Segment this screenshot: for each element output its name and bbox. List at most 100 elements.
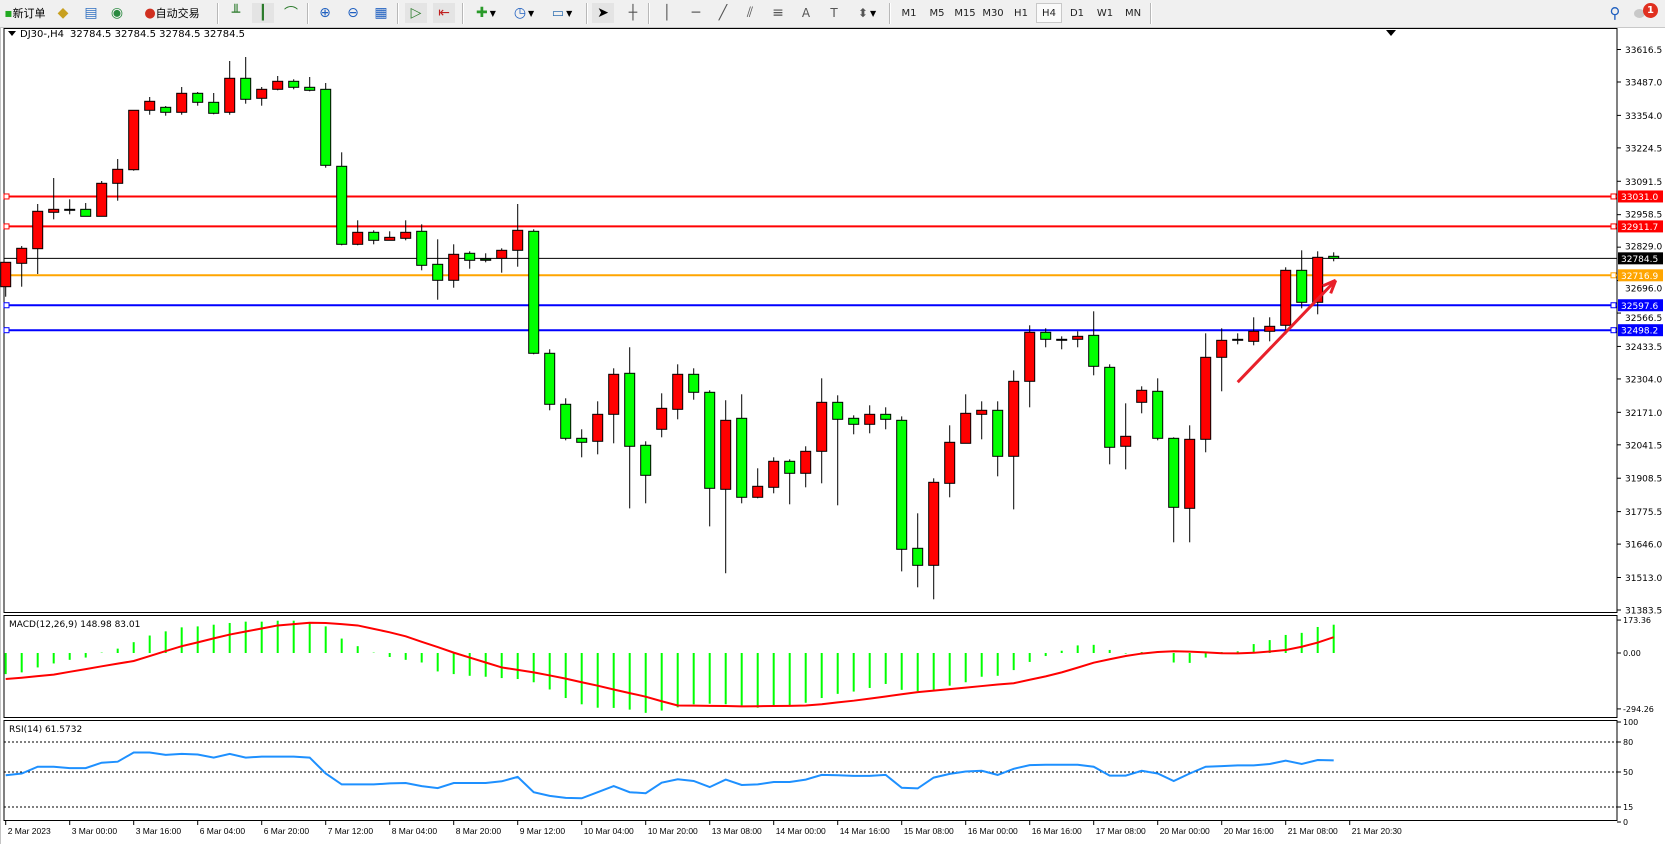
chart-canvas[interactable]: 33616.5 33487.0 33354.0 33224.5 33091.5 32958… [0,28,1665,844]
tile-windows-icon[interactable]: ▦ [374,5,388,21]
timeframe-m5-button[interactable]: M5 [929,7,945,19]
candle [928,478,940,600]
timeframe-d1-button[interactable]: D1 [1069,7,1085,19]
candle [1040,328,1052,348]
fibonacci-icon[interactable]: ≡ [772,5,784,21]
candle-body [304,86,316,91]
candle-body [1136,389,1148,403]
price-axis-label: 33091.5 [1625,178,1662,188]
indicators-button[interactable]: ✚ ▼ [470,3,502,23]
candle [736,394,748,504]
candle-body [368,231,380,241]
candle [1008,370,1020,510]
equidistant-channel-icon[interactable]: ⫽ [746,5,754,21]
timeframe-m30-button[interactable]: M30 [982,7,1004,19]
candle [768,457,780,494]
toolbar: ▪ 新订单 ◆ ▤ ◉ ● 自动交易 ╨ ┃ ⌒ ⊕ ⊖ ▦ ▷ ⇤ ✚ ▼ ◷ ▼ ▭… [0,0,1665,28]
rsi-axis-label: 80 [1623,738,1633,747]
candle [368,230,380,245]
gold-icon[interactable]: ◆ [57,5,69,21]
line-handle-right[interactable] [1610,223,1617,230]
chart-window[interactable]: 33616.5 33487.0 33354.0 33224.5 33091.5 32958… [0,28,1665,844]
candle-body [1200,356,1212,440]
horizontal-line-icon[interactable]: ─ [691,5,701,21]
candle [16,246,28,287]
new-order-button[interactable]: ▪ 新订单 [4,6,46,20]
auto-scroll-icon[interactable]: ▷ [405,3,427,23]
candle [784,459,796,505]
trendline-icon[interactable]: ╱ [718,5,728,21]
candle [640,441,652,504]
search-icon[interactable]: ⚲ [1609,4,1621,22]
candle-body [480,258,492,261]
zoom-out-icon[interactable]: ⊖ [347,5,359,21]
candlestick-icon[interactable]: ┃ [252,3,274,23]
separator [889,3,891,24]
candle-body [144,100,156,111]
timeframe-m15-button[interactable]: M15 [954,7,976,19]
price-axis-label: 31513.0 [1625,574,1662,584]
notification-button[interactable]: 1 [1632,3,1660,23]
timeframe-w1-button[interactable]: W1 [1096,7,1114,19]
line-handle-left[interactable] [3,223,10,230]
candle [512,203,524,267]
line-handle-right[interactable] [1610,327,1617,334]
line-handle-left[interactable] [3,327,10,334]
line-chart-icon[interactable]: ⌒ [284,6,298,22]
cursor-icon[interactable]: ➤ [592,3,614,23]
candle-body [512,229,524,251]
timeframe-h4-button[interactable]: H4 [1036,3,1062,23]
bar-chart-icon[interactable]: ╨ [231,5,241,21]
text-icon[interactable]: A [801,6,811,20]
timeframe-m1-button[interactable]: M1 [901,7,917,19]
timeframe-mn-button[interactable]: MN [1124,7,1142,19]
candle-body [256,88,268,99]
zoom-in-icon[interactable]: ⊕ [319,5,331,21]
chart-shift-icon[interactable]: ⇤ [433,3,455,23]
time-axis-label: 6 Mar 04:00 [200,826,246,836]
price-line-label-box [1618,220,1663,233]
candle [240,57,252,104]
line-handle-right[interactable] [1610,272,1617,279]
arrows-button[interactable]: ⬍ ▼ [852,3,882,23]
line-handle-right[interactable] [1610,193,1617,200]
price-axis-label: 31775.5 [1625,508,1662,518]
chart-shift-marker-icon[interactable] [1386,30,1396,36]
chart-menu-triangle-icon[interactable] [8,31,16,36]
candle [688,368,700,400]
rsi-panel [3,720,1618,821]
crosshair-icon[interactable]: ┼ [628,5,638,21]
vertical-line-icon[interactable]: │ [662,5,672,21]
chevron-down-icon: ▼ [566,8,573,18]
candle [1056,336,1068,350]
data-window-icon[interactable]: ▤ [84,5,98,21]
time-axis-label: 17 Mar 08:00 [1096,826,1146,836]
candle-body [560,403,572,439]
candle-body [848,417,860,425]
templates-button[interactable]: ▭ ▼ [546,3,578,23]
auto-trading-button[interactable]: ● 自动交易 [144,5,200,21]
line-handle-left[interactable] [3,302,10,309]
price-axis-label: 33224.5 [1625,144,1662,154]
line-handle-right[interactable] [1610,302,1617,309]
candle [1248,317,1260,346]
candle-body [32,210,44,250]
signal-icon[interactable]: ◉ [110,5,124,21]
text-label-icon[interactable]: T [830,6,838,20]
candle [1136,386,1148,414]
rsi-axis-label: 0 [1623,818,1628,827]
candle [560,398,572,441]
candle-body [80,208,92,217]
new-order-icon: ▪ [4,6,13,20]
candle [96,181,108,217]
candle-body [464,252,476,261]
timeframe-h1-button[interactable]: H1 [1014,7,1028,19]
candle [624,347,636,509]
candle [816,378,828,484]
periods-button[interactable]: ◷ ▼ [508,3,540,23]
candle-body [64,208,76,211]
candle [48,178,60,220]
line-handle-left[interactable] [3,193,10,200]
annotation-arrow[interactable] [1236,279,1337,384]
candle [464,251,476,269]
